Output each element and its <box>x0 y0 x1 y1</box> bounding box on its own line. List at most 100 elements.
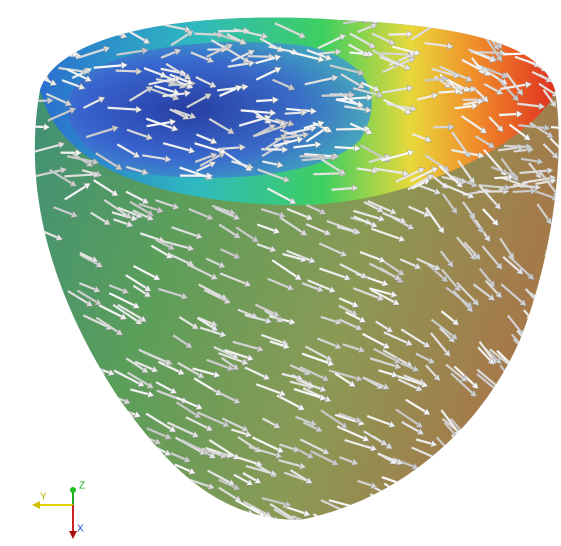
arrow-head <box>476 443 483 450</box>
arrow-head <box>115 466 122 472</box>
arrow-shaft <box>70 398 95 405</box>
arrow-head <box>63 34 70 40</box>
arrow-head <box>207 505 214 511</box>
arrow-shaft <box>40 402 56 410</box>
arrow-head <box>374 13 380 20</box>
arrow-shaft <box>39 361 59 373</box>
arrow-shaft <box>68 360 82 369</box>
arrow-shaft <box>504 146 526 147</box>
arrow-shaft <box>468 471 484 491</box>
arrow-shaft <box>383 516 405 526</box>
arrow-head <box>387 516 394 522</box>
arrow-head <box>134 5 141 11</box>
arrow-head <box>200 527 207 533</box>
arrow-head <box>70 353 77 359</box>
arrow-shaft <box>543 508 553 520</box>
arrow-shaft <box>54 16 70 20</box>
arrow-head <box>363 16 370 22</box>
arrow-head <box>531 320 538 327</box>
viewport: Z Y X <box>0 0 561 546</box>
arrow-head <box>70 17 77 24</box>
arrow-head <box>111 454 118 460</box>
arrow-shaft <box>22 12 39 19</box>
arrow-head <box>81 367 88 373</box>
arrow-shaft <box>525 421 536 437</box>
arrow-head <box>221 509 228 516</box>
arrow-head <box>37 345 44 351</box>
arrow-shaft <box>541 423 561 439</box>
x-label: X <box>77 524 84 535</box>
arrow-shaft <box>120 504 139 515</box>
arrow-shaft <box>22 359 47 372</box>
arrow-shaft <box>256 100 273 101</box>
arrow-head <box>93 396 100 402</box>
arrow-head <box>315 527 322 534</box>
arrow-head <box>546 304 553 310</box>
arrow-head <box>433 503 440 510</box>
arrow-head <box>533 298 540 305</box>
arrow-head <box>402 481 409 488</box>
y-axis-head <box>32 501 40 509</box>
arrow-head <box>148 536 155 542</box>
arrow-head <box>498 492 504 499</box>
arrow-shaft <box>396 522 420 533</box>
arrow-shaft <box>544 442 553 455</box>
arrow-shaft <box>527 317 545 340</box>
arrow-head <box>184 522 191 528</box>
arrow-shaft <box>416 7 432 11</box>
arrow-head <box>540 33 547 40</box>
arrow-head <box>70 331 77 337</box>
arrow-shaft <box>550 341 561 357</box>
arrow-head <box>473 494 480 501</box>
arrow-head <box>97 467 104 473</box>
arrow-head <box>518 442 524 449</box>
arrow-head <box>552 480 559 487</box>
arrow-head <box>331 522 338 528</box>
arrow-shaft <box>552 13 561 26</box>
arrow-shaft <box>504 444 516 456</box>
arrow-shaft <box>447 444 462 467</box>
arrow-shaft <box>335 147 355 148</box>
arrow-shaft <box>537 428 552 451</box>
arrow-head <box>531 462 537 469</box>
arrow-shaft <box>114 9 136 23</box>
arrow-head <box>55 488 62 495</box>
arrow-shaft <box>503 53 532 54</box>
arrow-shaft <box>545 255 561 269</box>
arrow-head <box>378 9 384 16</box>
arrow-shaft <box>44 54 73 55</box>
z-label: Z <box>79 481 85 492</box>
arrow-shaft <box>405 16 426 23</box>
arrow-shaft <box>99 19 113 21</box>
arrow-head <box>38 9 45 15</box>
arrow-head <box>99 474 106 480</box>
arrow-shaft <box>493 432 503 445</box>
arrow-shaft <box>526 416 546 432</box>
arrow-shaft <box>313 514 333 525</box>
arrow-shaft <box>348 12 364 20</box>
arrow-shaft <box>22 126 44 127</box>
arrow-head <box>523 348 530 355</box>
arrow-head <box>61 466 68 473</box>
arrow-head <box>315 523 322 529</box>
arrow-shaft <box>28 101 48 102</box>
arrow-shaft <box>555 476 561 489</box>
arrow-shaft <box>127 454 144 461</box>
arrow-shaft <box>544 509 561 531</box>
arrow-head <box>403 523 410 529</box>
arrow-shaft <box>546 311 561 328</box>
arrow-shaft <box>106 504 120 511</box>
arrow-head <box>55 525 62 532</box>
arrow-shaft <box>306 7 323 17</box>
arrow-shaft <box>493 482 501 494</box>
arrow-shaft <box>430 501 448 521</box>
arrow-shaft <box>81 465 98 471</box>
arrow-head <box>195 493 202 499</box>
arrow-head <box>346 509 353 515</box>
arrow-head <box>532 50 538 57</box>
arrow-shaft <box>555 418 561 436</box>
arrow-head <box>109 442 116 449</box>
arrow-shaft <box>41 464 62 470</box>
arrow-head <box>86 456 93 463</box>
arrow-shaft <box>60 458 84 470</box>
